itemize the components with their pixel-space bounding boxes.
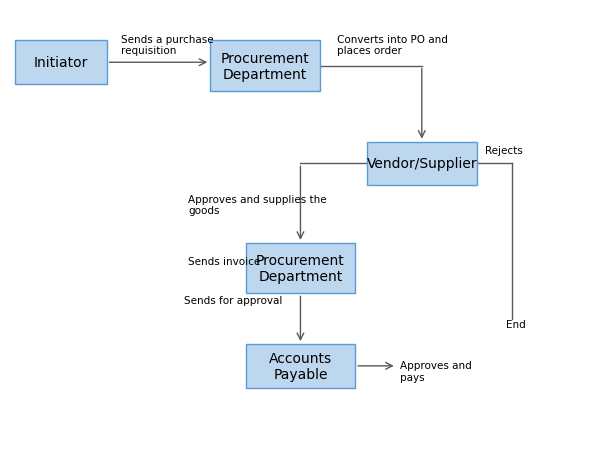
Text: Approves and supplies the
goods: Approves and supplies the goods <box>188 194 327 216</box>
Text: Sends invoice: Sends invoice <box>188 256 260 266</box>
Text: Procurement
Department: Procurement Department <box>221 51 309 82</box>
Text: Approves and
pays: Approves and pays <box>400 360 471 382</box>
FancyBboxPatch shape <box>210 41 320 92</box>
Text: Initiator: Initiator <box>34 56 88 70</box>
Text: Sends for approval: Sends for approval <box>184 295 282 305</box>
FancyBboxPatch shape <box>367 142 477 186</box>
FancyBboxPatch shape <box>15 41 107 85</box>
Text: Procurement
Department: Procurement Department <box>256 253 345 284</box>
FancyBboxPatch shape <box>246 243 355 294</box>
FancyBboxPatch shape <box>246 344 355 388</box>
Text: Converts into PO and
places order: Converts into PO and places order <box>337 34 448 56</box>
Text: End: End <box>506 319 526 329</box>
Text: Rejects: Rejects <box>485 146 523 156</box>
Text: Accounts
Payable: Accounts Payable <box>269 351 332 381</box>
Text: Vendor/Supplier: Vendor/Supplier <box>366 157 477 171</box>
Text: Sends a purchase
requisition: Sends a purchase requisition <box>121 34 214 56</box>
